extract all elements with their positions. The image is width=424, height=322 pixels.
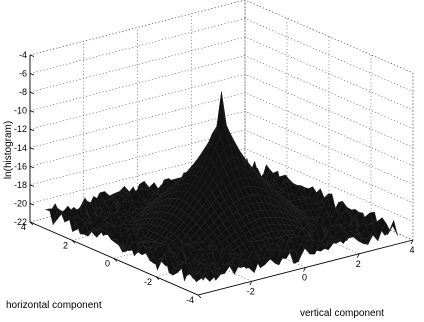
- z-tick-mark: [29, 203, 35, 206]
- grid-line: [29, 18, 414, 92]
- x-tick-label: 4: [21, 222, 26, 232]
- y-axis-label: vertical component: [300, 308, 384, 319]
- y-tick-mark: [303, 267, 306, 272]
- z-tick-label: -22: [14, 217, 27, 227]
- x-axis-label: horizontal component: [6, 300, 102, 311]
- z-tick-label: -8: [19, 87, 27, 97]
- x-tick-label: -2: [144, 277, 152, 287]
- z-tick-label: -16: [14, 161, 27, 171]
- x-tick-mark: [113, 258, 118, 262]
- y-tick-mark: [410, 239, 414, 245]
- z-tick-label: -20: [14, 198, 27, 208]
- z-axis-label: ln(histogram): [3, 121, 14, 179]
- y-tick-label: 4: [409, 245, 414, 255]
- y-tick-label: 2: [356, 259, 361, 269]
- x-tick-mark: [71, 239, 76, 244]
- z-tick-label: -10: [14, 106, 27, 116]
- x-tick-mark: [155, 276, 160, 281]
- z-tick-label: -6: [19, 69, 27, 79]
- grid-line: [29, 0, 414, 74]
- z-tick-mark: [29, 184, 35, 187]
- z-tick-label: -18: [14, 180, 27, 190]
- y-tick-mark: [249, 281, 253, 286]
- z-tick-mark: [29, 110, 35, 113]
- x-tick-label: 0: [105, 259, 110, 269]
- y-tick-label: -2: [247, 286, 255, 296]
- surface-patch: [195, 276, 205, 283]
- z-tick-label: -14: [14, 143, 27, 153]
- y-tick-label: 0: [302, 273, 307, 283]
- axes-frame-edge: [29, 0, 414, 240]
- z-tick-mark: [29, 147, 35, 150]
- x-tick-label: 2: [63, 240, 68, 250]
- z-tick-mark: [29, 128, 35, 132]
- z-tick-mark: [29, 54, 35, 57]
- surface-patch: [388, 219, 398, 236]
- x-tick-mark: [197, 294, 202, 299]
- z-axis-ticks: -4 -6 -8 -10 -12 -14 -16 -18 -20 -22: [14, 50, 35, 227]
- y-tick-mark: [356, 253, 360, 258]
- x-tick-label: -4: [186, 295, 194, 305]
- surface: [44, 91, 398, 283]
- z-tick-label: -4: [19, 50, 27, 60]
- z-tick-label: -12: [14, 124, 27, 134]
- z-tick-mark: [29, 165, 35, 169]
- x-tick-mark: [29, 221, 34, 226]
- y-axis-ticks: -2 0 2 4: [247, 239, 415, 296]
- z-tick-mark: [29, 91, 35, 94]
- z-tick-mark: [29, 73, 35, 76]
- x-axis-ticks: -4 -2 0 2 4: [21, 221, 202, 305]
